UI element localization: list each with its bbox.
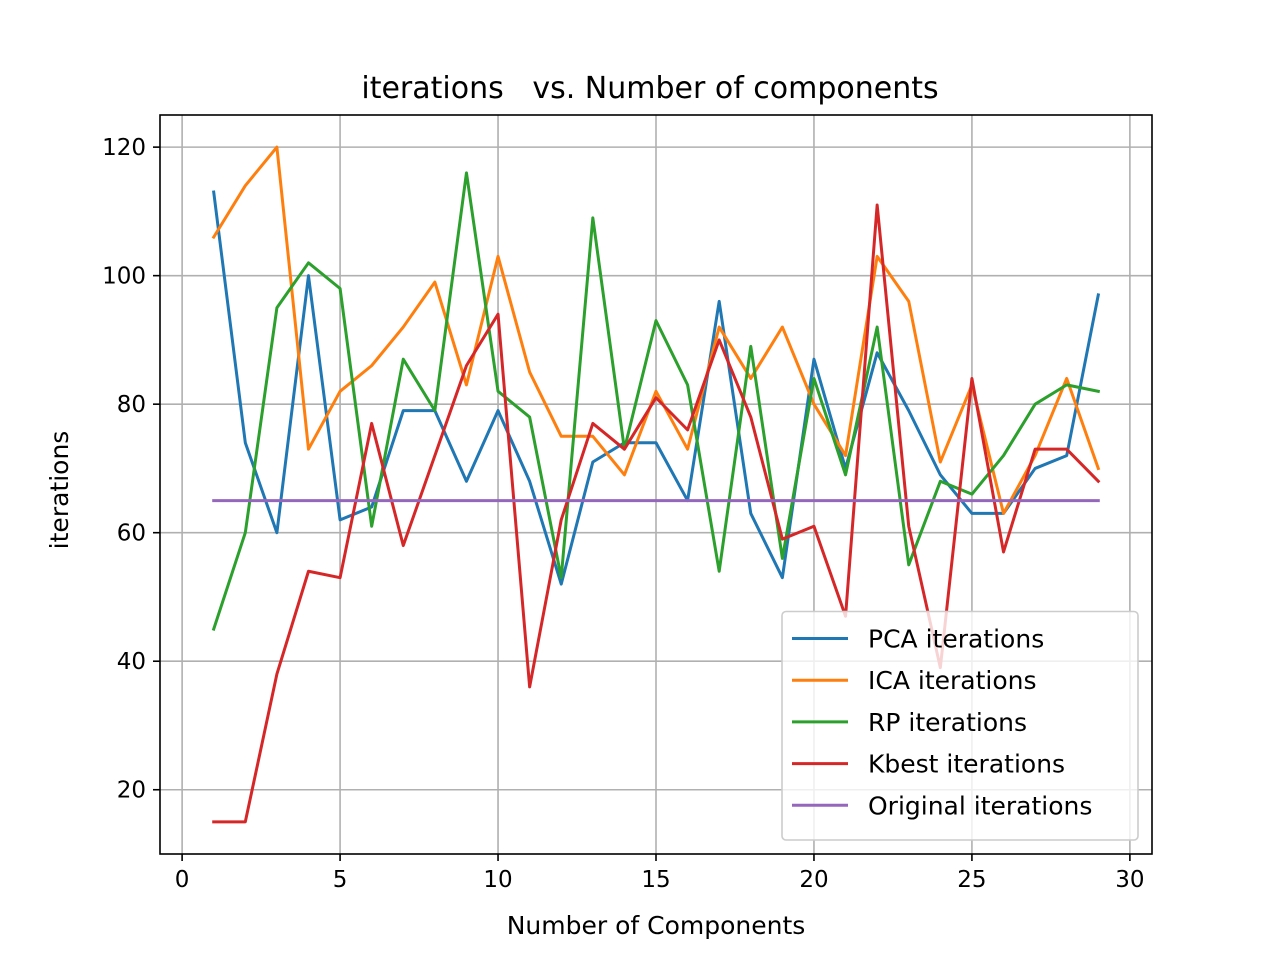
series-line-kbest-iterations: [212, 203, 1101, 824]
y-tick-label: 120: [102, 135, 146, 161]
legend-label-original-iterations: Original iterations: [868, 791, 1092, 820]
x-tick-label: 15: [641, 867, 670, 893]
chart-title: iterations vs. Number of components: [361, 71, 938, 106]
x-tick-label: 20: [799, 867, 828, 893]
x-tick-label: 10: [483, 867, 512, 893]
legend-box: [781, 610, 1139, 841]
legend: PCA iterations ICA iterations RP iteration…: [781, 610, 1139, 841]
series-line-rp-iterations: [211, 171, 1101, 631]
x-tick-label: 5: [333, 867, 348, 893]
legend-label-kbest-iterations: Kbest iterations: [868, 750, 1065, 779]
x-tick-label: 25: [957, 867, 986, 893]
y-tick-label: 60: [117, 521, 146, 547]
series-lines: [211, 145, 1101, 824]
legend-label-pca-iterations: PCA iterations: [868, 625, 1044, 654]
series-line-pca-iterations: [212, 190, 1101, 586]
legend-label-rp-iterations: RP iterations: [868, 708, 1027, 737]
y-tick-label: 20: [117, 778, 146, 804]
series-line-ica-iterations: [211, 145, 1101, 515]
grid: [160, 115, 1152, 854]
y-tick-label: 80: [117, 392, 146, 418]
y-axis-label: iterations: [45, 431, 74, 550]
x-axis-label: Number of Components: [507, 911, 806, 940]
y-tick-label: 40: [117, 649, 146, 675]
legend-label-ica-iterations: ICA iterations: [868, 666, 1037, 695]
y-tick-label: 100: [102, 264, 146, 290]
x-tick-label: 30: [1115, 867, 1144, 893]
y-axis-ticks: 20 40 60 80 100 120: [102, 135, 160, 804]
x-axis-ticks: 0 5 10 15 20 25 30: [175, 854, 1145, 893]
x-tick-label: 0: [175, 867, 190, 893]
